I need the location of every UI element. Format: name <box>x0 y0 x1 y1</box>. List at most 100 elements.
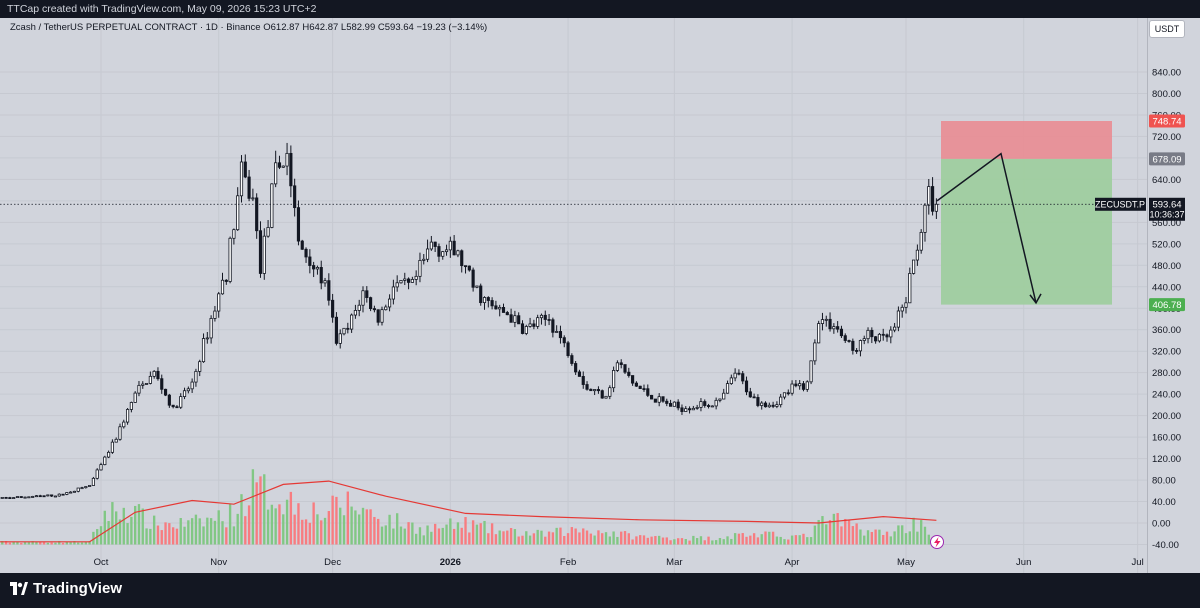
candle-body <box>794 383 798 387</box>
volume-bar <box>745 536 748 545</box>
candle <box>760 401 764 410</box>
candle-body <box>418 260 422 277</box>
candle-body <box>99 464 103 471</box>
candle <box>927 179 931 215</box>
candle <box>657 393 661 407</box>
chart-credit: TTCap created with TradingView.com, May … <box>7 3 317 15</box>
volume-bar <box>654 536 657 545</box>
candle-body <box>570 355 574 364</box>
candle-body <box>756 397 760 406</box>
volume-bar <box>179 517 182 545</box>
candle-body <box>790 383 794 394</box>
volume-bar <box>73 541 76 545</box>
candle-body <box>50 494 54 497</box>
candle-body <box>137 384 141 394</box>
candle <box>741 370 745 385</box>
volume-bar <box>547 531 551 545</box>
candle <box>334 312 339 346</box>
volume-bar <box>718 538 722 545</box>
volume-bar <box>304 519 308 545</box>
candle <box>129 401 133 413</box>
volume-bar <box>285 499 289 545</box>
candle-body <box>209 318 213 339</box>
current-price-bg <box>1149 197 1185 221</box>
candle <box>608 385 612 400</box>
candle <box>767 402 771 408</box>
candle-body <box>251 197 255 200</box>
volume-bar <box>1 541 4 545</box>
candle-body <box>198 361 202 372</box>
volume-bar <box>61 542 65 545</box>
candle <box>475 285 479 289</box>
lightning-badge-icon[interactable] <box>930 535 944 549</box>
candle-body <box>634 382 638 387</box>
ohlc-change: −19.23 (−3.14%) <box>416 22 488 33</box>
candle <box>289 145 293 198</box>
candle <box>437 243 441 263</box>
candle <box>642 384 646 392</box>
current-symbol-text: ZECUSDT.P <box>1095 200 1145 210</box>
candle <box>771 401 775 409</box>
volume-bar <box>433 523 437 545</box>
candle <box>729 374 733 385</box>
candle <box>650 394 654 400</box>
volume-bar <box>126 523 129 545</box>
candle <box>839 325 844 338</box>
currency-button[interactable]: USDT <box>1149 20 1185 38</box>
candle-body <box>369 297 373 310</box>
candle <box>896 306 900 332</box>
candle <box>403 272 407 286</box>
volume-bar <box>665 537 668 545</box>
volume-bar <box>760 534 763 545</box>
candle-body <box>285 152 289 167</box>
price-axis-panel[interactable] <box>1147 18 1200 573</box>
candle <box>201 333 206 363</box>
candle-body <box>160 378 164 390</box>
tradingview-logo[interactable]: TradingView <box>10 580 122 597</box>
volume-bar <box>684 539 687 545</box>
candle-body <box>179 396 183 408</box>
candle-body <box>896 310 900 328</box>
candle <box>281 165 285 168</box>
candle <box>877 332 881 343</box>
candle <box>782 392 787 400</box>
candle-body <box>824 318 828 321</box>
candle-body <box>475 285 479 288</box>
candle <box>175 405 179 409</box>
candle-body <box>27 496 31 499</box>
volume-bar <box>358 514 361 545</box>
candle-body <box>255 197 259 232</box>
volume-bar <box>377 518 380 545</box>
candle-body <box>577 371 582 377</box>
candle <box>570 353 574 366</box>
volume-bar <box>695 538 699 545</box>
candle-body <box>129 402 133 410</box>
candle <box>209 315 213 344</box>
candle-body <box>319 267 323 284</box>
candle-body <box>452 240 456 256</box>
candle <box>312 261 316 278</box>
candle-body <box>213 310 217 319</box>
candle-body <box>19 496 23 498</box>
volume-bar <box>171 527 175 545</box>
candle-body <box>627 371 631 376</box>
take-profit-zone <box>941 158 1112 305</box>
candle-body <box>828 318 832 330</box>
volume-bar <box>844 518 847 545</box>
volume-bar <box>217 510 220 545</box>
candle <box>912 259 916 275</box>
candle-body <box>156 370 160 380</box>
candle-body <box>536 317 540 327</box>
candle-body <box>631 375 635 384</box>
candle <box>350 313 354 333</box>
candle-body <box>615 362 619 371</box>
volume-bar <box>851 526 855 545</box>
candle <box>585 381 589 391</box>
volume-bar <box>69 542 72 545</box>
candle-body <box>900 306 904 312</box>
candle-body <box>847 340 851 342</box>
volume-bar <box>669 540 672 545</box>
volume-bar <box>418 527 422 545</box>
candle-body <box>877 333 881 342</box>
